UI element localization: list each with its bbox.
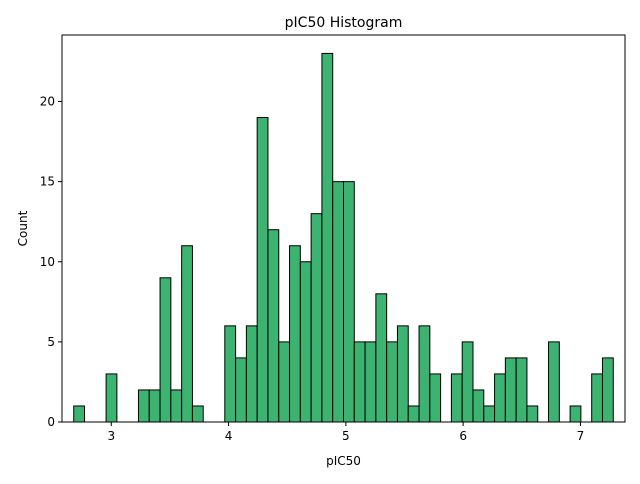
histogram-bar [267,229,280,423]
histogram-bar [483,405,496,423]
x-tick-label: 5 [342,429,350,443]
histogram-bar [396,325,409,423]
histogram-bar [289,245,301,423]
histogram-bar [472,389,485,423]
histogram-bar [73,405,86,423]
y-tick-label: 15 [40,175,55,189]
y-axis-label: Count [16,210,30,246]
histogram-bar [159,277,172,423]
histogram-bar [504,357,517,423]
y-tick-label: 10 [40,255,55,269]
histogram-bar [191,405,204,423]
histogram-bar [256,117,269,423]
histogram-bar [343,181,355,423]
histogram-bar [278,341,291,423]
histogram-bar [181,245,193,423]
histogram-bar [601,357,614,423]
plot-frame [61,34,626,423]
histogram-bar [245,325,258,423]
histogram-bar [386,341,398,423]
histogram-bar [569,405,582,423]
histogram-bar [332,181,345,423]
histogram-bar [375,293,388,423]
histogram-bar [548,341,560,423]
histogram-bar [321,52,334,423]
y-tick-label: 0 [47,415,55,429]
histogram-bar [461,341,474,423]
histogram-bar [235,357,247,423]
y-tick-label: 5 [47,335,55,349]
histogram-bar [450,373,463,423]
y-tick-label: 20 [40,95,55,109]
histogram-bar [494,373,506,423]
histogram-bar [170,389,183,423]
histogram-bar [429,373,442,423]
histogram-bar [224,325,237,423]
chart-title: pIC50 Histogram [285,15,403,31]
histogram-bar [526,405,539,423]
histogram-bar [407,405,420,423]
histogram-bar [148,389,161,423]
histogram-bar [515,357,528,423]
x-tick-label: 4 [225,429,233,443]
x-axis: 3 4 5 6 7 [107,422,584,443]
histogram-bar [105,373,118,423]
histogram-bar [591,373,603,423]
x-axis-label: pIC50 [326,454,361,468]
histogram-bar [137,389,150,423]
histogram-bar [299,261,312,423]
y-axis: 0 5 10 15 20 [40,95,62,429]
x-tick-label: 6 [459,429,467,443]
x-tick-label: 7 [577,429,585,443]
x-tick-label: 3 [107,429,115,443]
histogram-bar [418,325,431,423]
histogram-bar [310,213,323,423]
histogram-bar [353,341,366,423]
histogram-bar [364,341,377,423]
